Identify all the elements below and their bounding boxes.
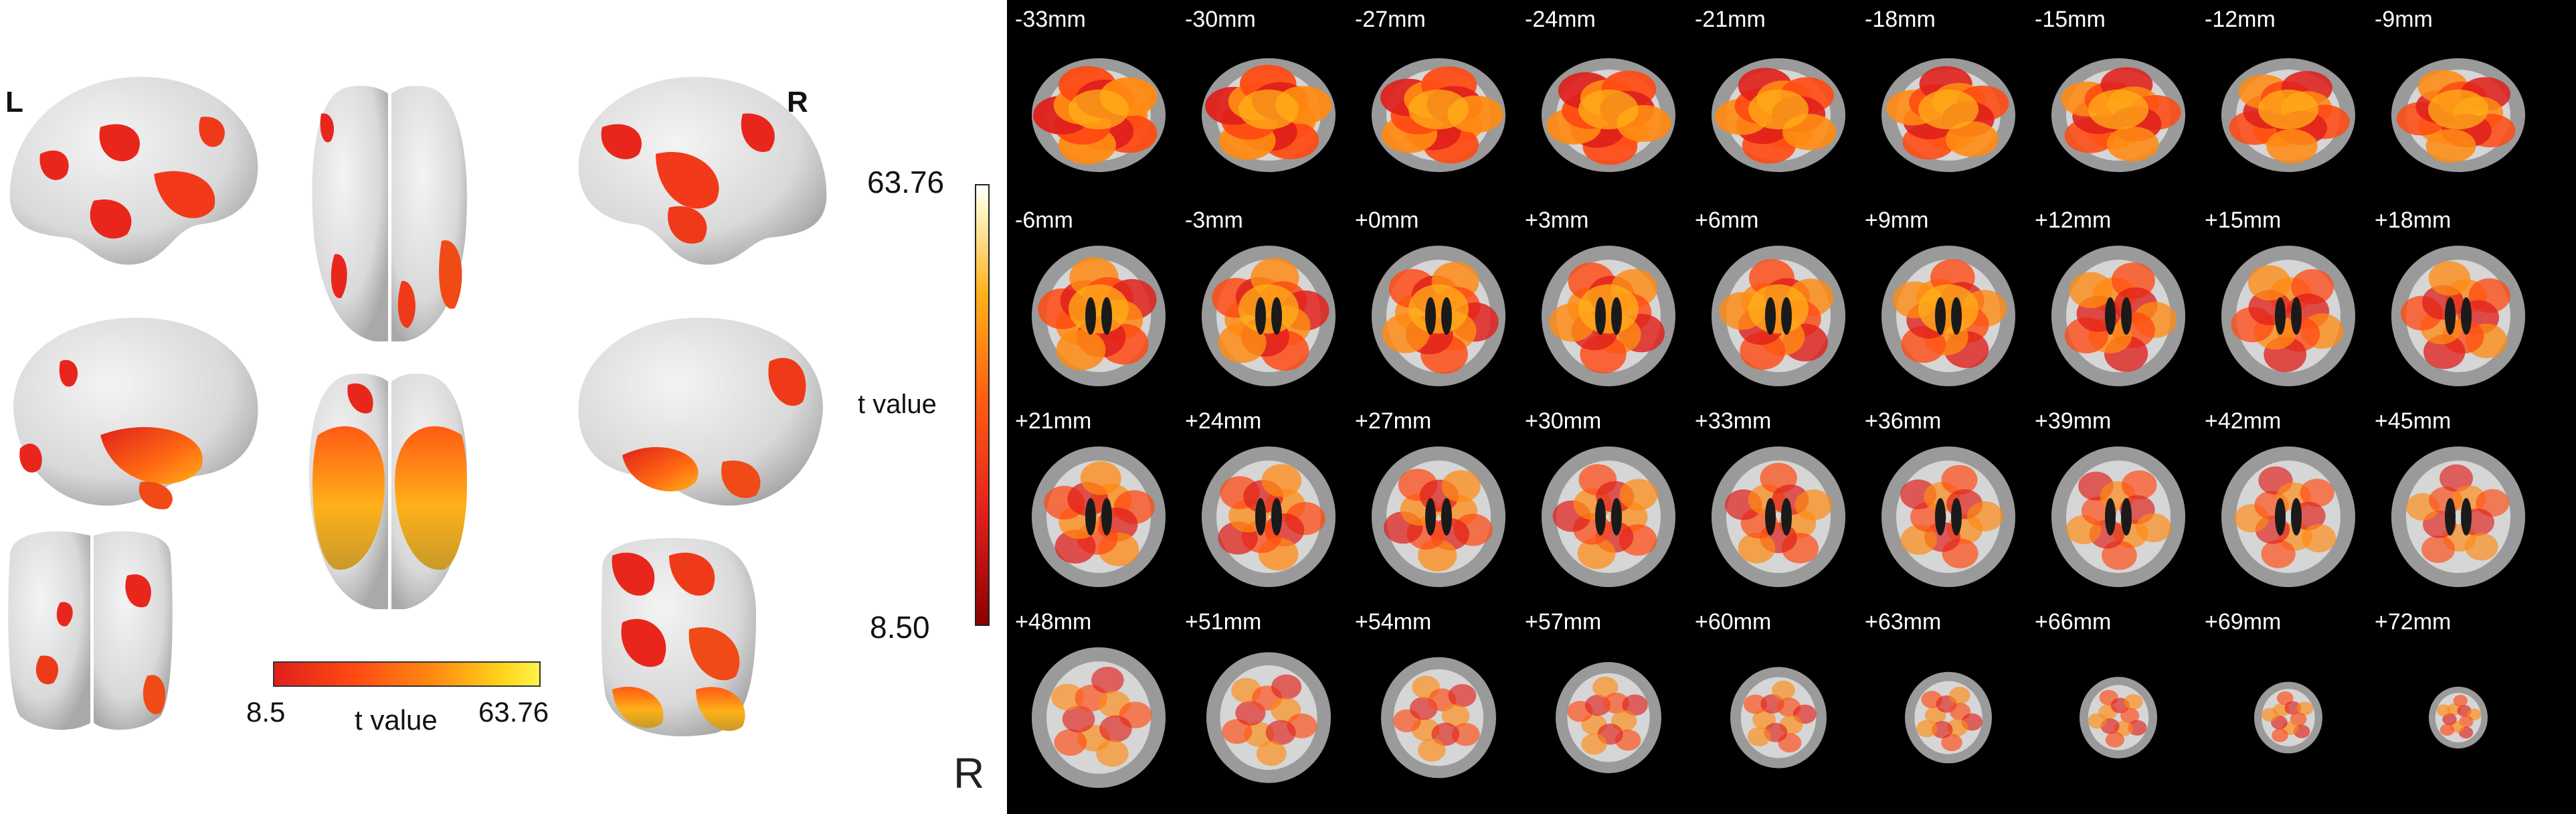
orientation-right-label: R [953, 749, 985, 797]
axial-slices-panel: -33mm -30mm -27mm -24mm -21mm -18mm -15mm -12mm… [1007, 0, 2576, 814]
axial-slice-image [1542, 58, 1675, 172]
axial-slice-image [2221, 246, 2355, 386]
vertical-colorbar [975, 184, 990, 626]
axial-slice-image [1032, 647, 1166, 788]
slice-label: +27mm [1355, 408, 1432, 434]
slice-label: +57mm [1525, 609, 1602, 635]
slice-label: -12mm [2205, 7, 2276, 32]
slice-label: +9mm [1865, 208, 1929, 233]
dorsal-view [312, 86, 467, 341]
axial-slice-image [1372, 246, 1505, 386]
axial-slice-image [1202, 446, 1336, 587]
axial-slice-image [1206, 652, 1331, 783]
axial-slice-image [2080, 677, 2157, 758]
axial-slice-image [1556, 662, 1661, 773]
slice-label: +12mm [2035, 208, 2112, 233]
axial-slice-image [2051, 446, 2185, 587]
axial-slice-image [1712, 446, 1845, 587]
slice-label: +6mm [1695, 208, 1759, 233]
axial-slice-image [2254, 681, 2322, 754]
slice-label: +3mm [1525, 208, 1589, 233]
horizontal-colorbar-max: 63.76 [478, 696, 549, 728]
axial-slice-image [1730, 667, 1827, 768]
axial-slice-image [1712, 58, 1845, 172]
axial-slice-image [1032, 58, 1166, 172]
slice-label: +60mm [1695, 609, 1772, 635]
lateral-right-view [578, 76, 827, 265]
axial-slice-image [1372, 446, 1505, 587]
slice-label: +33mm [1695, 408, 1772, 434]
slice-label: -6mm [1015, 208, 1073, 233]
axial-slice-image [1542, 446, 1675, 587]
slice-label: -18mm [1865, 7, 1936, 32]
axial-slice-image [2429, 686, 2488, 749]
slice-label: -30mm [1185, 7, 1256, 32]
medial-right-view [578, 317, 823, 506]
axial-slice-image [1032, 446, 1166, 587]
vertical-colorbar-min: 8.50 [870, 610, 930, 645]
axial-slice-image [1032, 246, 1166, 386]
axial-slice-image [1881, 446, 2015, 587]
axial-slice-image [1905, 671, 1992, 764]
slice-label: +39mm [2035, 408, 2112, 434]
slice-label: -15mm [2035, 7, 2106, 32]
slice-label: +18mm [2375, 208, 2452, 233]
axial-slice-image [2051, 246, 2185, 386]
slice-label: -3mm [1185, 208, 1243, 233]
axial-slice-image [2051, 58, 2185, 172]
slice-label: +21mm [1015, 408, 1092, 434]
axial-slice-image [1202, 58, 1336, 172]
axial-slice-image [1881, 58, 2015, 172]
axial-slice-image [2391, 446, 2525, 587]
slice-label: +69mm [2205, 609, 2282, 635]
slice-label: +48mm [1015, 609, 1092, 635]
horizontal-colorbar-title: t value [355, 704, 438, 736]
slice-label: -9mm [2375, 7, 2433, 32]
ventral-view [309, 374, 467, 609]
slice-label: +66mm [2035, 609, 2112, 635]
axial-slice-image [1381, 657, 1496, 779]
slice-label: +51mm [1185, 609, 1262, 635]
lateral-left-view [9, 76, 258, 265]
axial-slice-image [2221, 446, 2355, 587]
axial-slice-image [1542, 246, 1675, 386]
slice-label: +0mm [1355, 208, 1419, 233]
slice-label: +30mm [1525, 408, 1602, 434]
brain-surface-renders [8, 76, 827, 736]
posterior-view [8, 531, 173, 730]
vertical-colorbar-max: 63.76 [867, 165, 945, 199]
axial-slice-image [1202, 246, 1336, 386]
axial-slice-image [2391, 246, 2525, 386]
axial-slice-image [1712, 246, 1845, 386]
slice-label: +54mm [1355, 609, 1432, 635]
slice-label: -21mm [1695, 7, 1766, 32]
left-hemisphere-label: L [5, 86, 23, 118]
slice-label: +15mm [2205, 208, 2282, 233]
slice-label: +63mm [1865, 609, 1942, 635]
slice-label: -24mm [1525, 7, 1596, 32]
axial-slice-image [2221, 58, 2355, 172]
anterior-oblique-view [601, 538, 756, 736]
slice-label: +24mm [1185, 408, 1262, 434]
slice-label: +36mm [1865, 408, 1942, 434]
slice-label: -33mm [1015, 7, 1086, 32]
medial-left-view [13, 317, 258, 509]
vertical-colorbar-title: t value [858, 390, 937, 419]
horizontal-colorbar [273, 661, 541, 687]
slice-label: +72mm [2375, 609, 2452, 635]
slice-label: +45mm [2375, 408, 2452, 434]
axial-slice-image [2391, 58, 2525, 172]
slice-label: -27mm [1355, 7, 1426, 32]
horizontal-colorbar-min: 8.5 [246, 696, 286, 728]
slice-label: +42mm [2205, 408, 2282, 434]
axial-slice-image [1372, 58, 1505, 172]
axial-slice-image [1881, 246, 2015, 386]
